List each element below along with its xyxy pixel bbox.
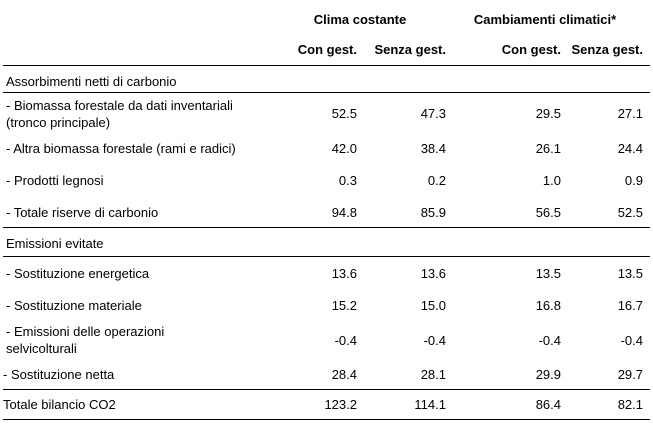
row-label: - Sostituzione netta xyxy=(3,367,115,382)
cell-value: -0.4 xyxy=(538,333,561,348)
cell-value: 52.5 xyxy=(617,205,643,220)
total-value: 86.4 xyxy=(535,397,561,412)
cell-value: 28.4 xyxy=(331,367,357,382)
cell-value: 47.3 xyxy=(420,106,446,121)
section-title-assorbimenti: Assorbimenti netti di carbonio xyxy=(6,74,177,89)
cell-value: 28.1 xyxy=(420,367,446,382)
section-rule-1 xyxy=(3,92,650,93)
cell-value: -0.4 xyxy=(423,333,446,348)
cell-value: 0.2 xyxy=(427,173,446,188)
bottom-rule xyxy=(3,419,650,420)
row-label: - Emissioni delle operazioni xyxy=(6,324,165,339)
cell-value: 24.4 xyxy=(617,141,643,156)
cell-value: 13.5 xyxy=(617,266,643,281)
header-group-cambiamenti-climatici: Cambiamenti climatici* xyxy=(473,12,617,27)
cell-value: 29.5 xyxy=(535,106,561,121)
row-label: - Sostituzione energetica xyxy=(6,266,150,281)
cell-value: 85.9 xyxy=(420,205,446,220)
header-con-gest-1: Con gest. xyxy=(297,42,357,57)
row-label: - Totale riserve di carbonio xyxy=(6,205,159,220)
header-rule xyxy=(3,65,650,66)
header-senza-gest-1: Senza gest. xyxy=(374,42,446,57)
cell-value: 29.9 xyxy=(535,367,561,382)
cell-value: 16.8 xyxy=(535,298,561,313)
header-con-gest-2: Con gest. xyxy=(501,42,561,57)
cell-value: 1.0 xyxy=(542,173,561,188)
cell-value: 15.2 xyxy=(331,298,357,313)
total-value: 82.1 xyxy=(617,397,643,412)
total-rule xyxy=(3,389,650,390)
row-label: - Altra biomassa forestale (rami e radic… xyxy=(6,141,236,156)
cell-value: 13.5 xyxy=(535,266,561,281)
cell-value: 56.5 xyxy=(535,205,561,220)
cell-value: 13.6 xyxy=(420,266,446,281)
cell-value: 94.8 xyxy=(331,205,357,220)
cell-value: 13.6 xyxy=(331,266,357,281)
cell-value: 52.5 xyxy=(331,106,357,121)
cell-value: 42.0 xyxy=(331,141,357,156)
cell-value: 0.3 xyxy=(338,173,357,188)
row-label: - Prodotti legnosi xyxy=(6,173,104,188)
header-senza-gest-2: Senza gest. xyxy=(571,42,643,57)
cell-value: 38.4 xyxy=(420,141,446,156)
cell-value: -0.4 xyxy=(620,333,643,348)
cell-value: 29.7 xyxy=(617,367,643,382)
section-rule-3 xyxy=(3,256,650,257)
row-label: - Biomassa forestale da dati inventarial… xyxy=(6,98,233,113)
total-value: 114.1 xyxy=(414,397,446,412)
section-rule-2 xyxy=(3,227,650,228)
cell-value: 16.7 xyxy=(617,298,643,313)
header-group-clima-costante: Clima costante xyxy=(313,12,407,27)
cell-value: 27.1 xyxy=(617,106,643,121)
section-title-emissioni-evitate: Emissioni evitate xyxy=(6,236,104,251)
total-label: Totale bilancio CO2 xyxy=(3,397,116,412)
cell-value: 0.9 xyxy=(624,173,643,188)
cell-value: 26.1 xyxy=(535,141,561,156)
row-label-line2: selvicolturali xyxy=(6,341,77,356)
row-label-line2: (tronco principale) xyxy=(6,115,111,130)
cell-value: 15.0 xyxy=(420,298,446,313)
row-label: - Sostituzione materiale xyxy=(6,298,142,313)
cell-value: -0.4 xyxy=(334,333,357,348)
total-value: 123.2 xyxy=(324,397,357,412)
